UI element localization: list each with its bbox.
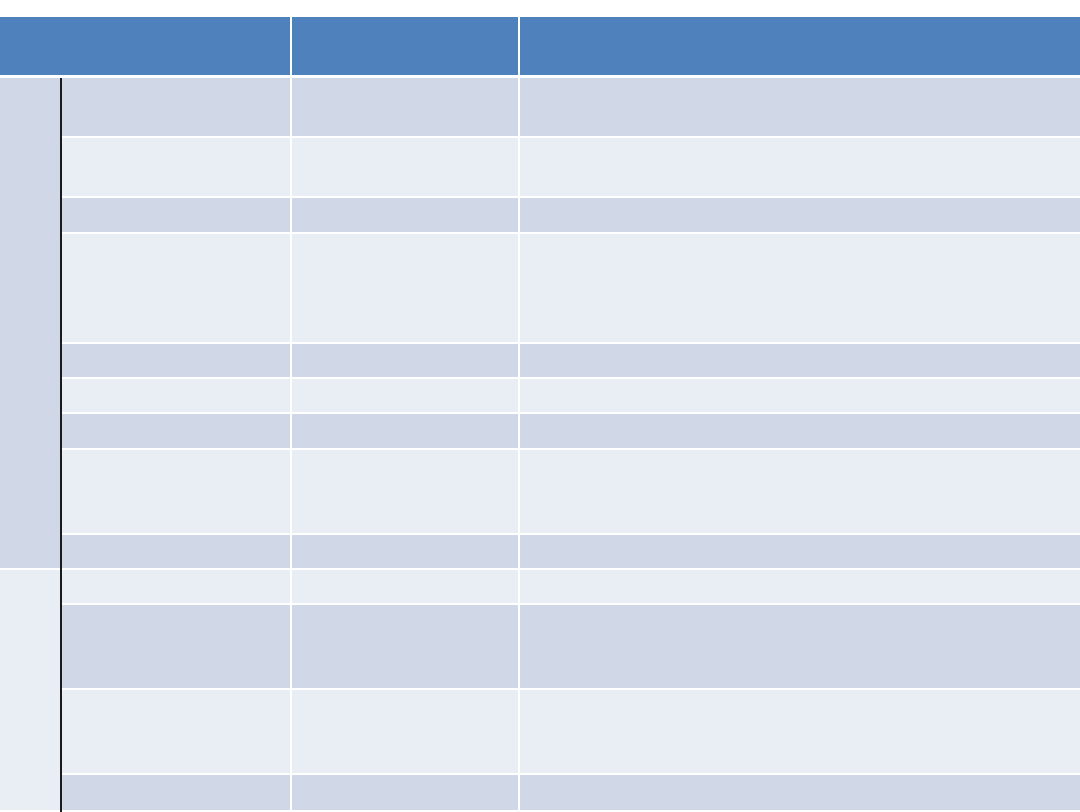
table-cell — [62, 450, 290, 533]
table-cell — [62, 344, 290, 377]
table-cell — [292, 344, 518, 377]
table-cell — [62, 234, 290, 342]
table-cell — [520, 379, 1080, 412]
header-cell — [292, 17, 518, 75]
group-divider — [60, 78, 62, 570]
table-cell — [520, 690, 1080, 773]
table-cell — [292, 570, 518, 603]
table-cell — [62, 379, 290, 412]
table-cell — [292, 605, 518, 688]
table-cell — [62, 775, 290, 810]
table-cell — [520, 78, 1080, 136]
table-cell — [520, 234, 1080, 342]
header-cell — [520, 17, 1080, 75]
table-cell — [62, 605, 290, 688]
header-cell — [0, 17, 290, 75]
table-cell — [62, 690, 290, 773]
table-cell — [292, 234, 518, 342]
table-cell — [292, 690, 518, 773]
group-divider — [60, 570, 62, 812]
table-cell — [292, 138, 518, 196]
table-cell — [520, 344, 1080, 377]
table-cell — [520, 605, 1080, 688]
table-cell — [62, 535, 290, 568]
table-cell — [62, 138, 290, 196]
table-cell — [292, 775, 518, 810]
table-cell — [520, 535, 1080, 568]
table-cell — [520, 138, 1080, 196]
table-cell — [292, 535, 518, 568]
table-cell — [292, 450, 518, 533]
table-cell — [520, 198, 1080, 232]
table-cell — [62, 198, 290, 232]
table-cell — [292, 379, 518, 412]
group-cell — [0, 78, 60, 568]
table-cell — [520, 775, 1080, 810]
table-cell — [62, 570, 290, 603]
table-cell — [520, 414, 1080, 448]
table-cell — [292, 198, 518, 232]
table-cell — [520, 450, 1080, 533]
table-cell — [292, 78, 518, 136]
group-cell — [0, 570, 60, 810]
table-cell — [62, 414, 290, 448]
table-cell — [62, 78, 290, 136]
table-cell — [520, 570, 1080, 603]
table-cell — [292, 414, 518, 448]
